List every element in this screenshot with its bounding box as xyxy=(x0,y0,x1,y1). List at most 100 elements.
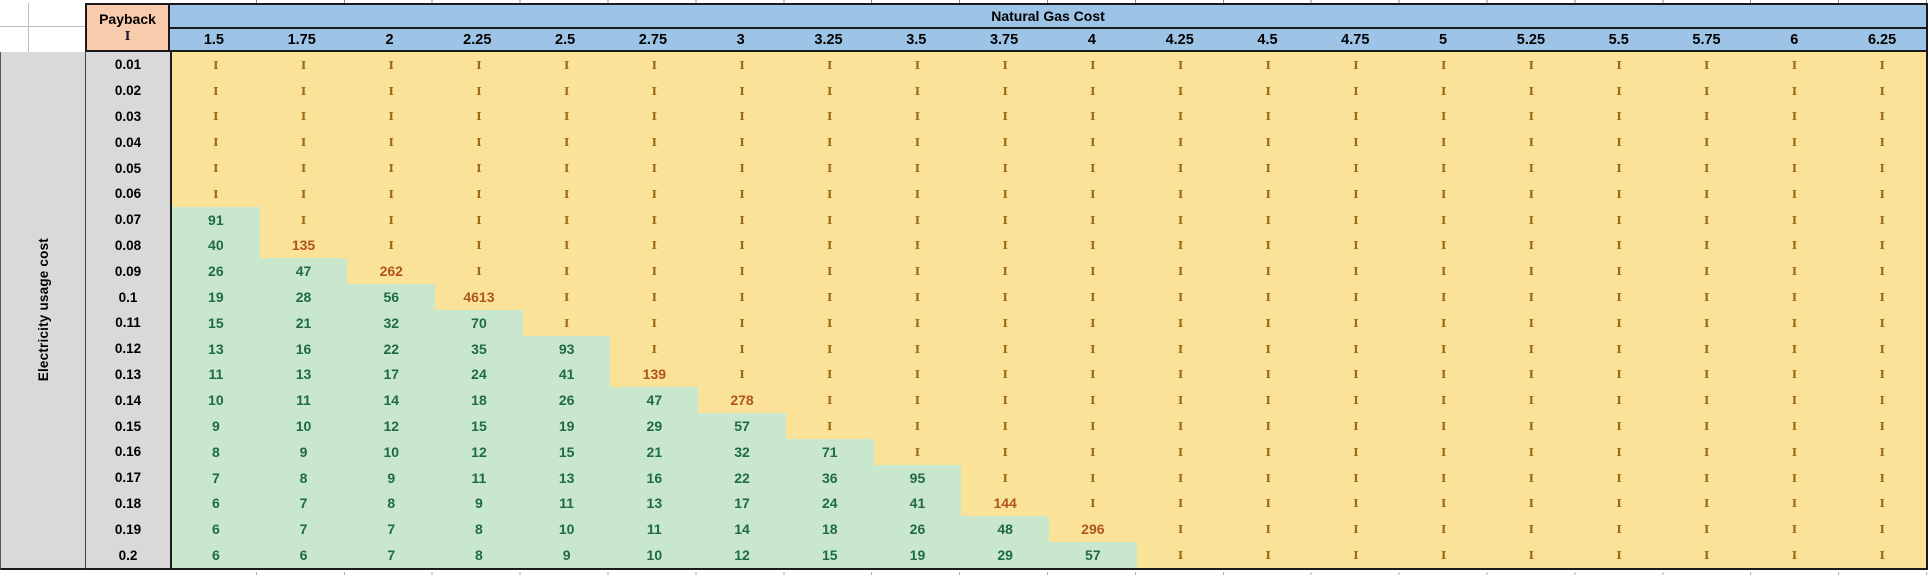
payback-cell-0.1-3[interactable]: I xyxy=(698,284,786,310)
payback-cell-0.06-4[interactable]: I xyxy=(1048,180,1137,207)
column-header-cell[interactable]: 5.75 xyxy=(1692,31,1721,48)
payback-cell-0.07-5.5[interactable]: I xyxy=(1575,206,1663,233)
row-label-cell[interactable]: 0.05 xyxy=(114,160,142,176)
payback-cell-0.09-2.75[interactable]: I xyxy=(610,258,699,285)
payback-cell-0.13-3.25[interactable]: I xyxy=(785,361,874,388)
row-label-cell[interactable]: 0.09 xyxy=(114,263,142,279)
payback-cell-0.1-2.75[interactable]: I xyxy=(610,284,699,310)
payback-cell-0.18-3.25[interactable]: 24 xyxy=(785,490,874,517)
row-label-cell[interactable]: 0.2 xyxy=(118,547,138,563)
payback-cell-0.06-4.75[interactable]: I xyxy=(1312,180,1400,207)
payback-cell-0.2-1.75[interactable]: 6 xyxy=(259,542,348,568)
payback-cell-0.03-3[interactable]: I xyxy=(698,103,786,130)
payback-cell-0.09-2.5[interactable]: I xyxy=(522,258,611,285)
payback-cell-0.09-4.25[interactable]: I xyxy=(1136,258,1225,285)
payback-cell-0.11-4.25[interactable]: I xyxy=(1136,309,1225,336)
payback-cell-0.19-4[interactable]: 296 xyxy=(1048,516,1137,543)
payback-cell-0.2-3.5[interactable]: 19 xyxy=(873,542,962,568)
payback-cell-0.12-5.75[interactable]: I xyxy=(1662,335,1751,362)
payback-cell-0.17-4.25[interactable]: I xyxy=(1136,464,1225,491)
payback-cell-0.01-3[interactable]: I xyxy=(698,52,786,78)
payback-cell-0.08-3.5[interactable]: I xyxy=(873,232,962,259)
payback-cell-0.04-5.5[interactable]: I xyxy=(1575,129,1663,156)
payback-cell-0.08-2.5[interactable]: I xyxy=(522,232,611,259)
payback-cell-0.04-2.5[interactable]: I xyxy=(522,129,611,156)
payback-cell-0.15-6[interactable]: I xyxy=(1750,413,1839,439)
payback-cell-0.03-5.75[interactable]: I xyxy=(1662,103,1751,130)
payback-cell-0.18-1.5[interactable]: 6 xyxy=(172,490,260,517)
payback-cell-0.05-4.75[interactable]: I xyxy=(1312,155,1400,181)
payback-cell-0.2-5[interactable]: I xyxy=(1399,542,1488,568)
payback-cell-0.04-6[interactable]: I xyxy=(1750,129,1839,156)
payback-cell-0.02-3[interactable]: I xyxy=(698,77,786,104)
payback-cell-0.16-4.75[interactable]: I xyxy=(1312,438,1400,465)
payback-cell-0.19-2.75[interactable]: 11 xyxy=(610,516,699,543)
payback-cell-0.08-2.25[interactable]: I xyxy=(435,232,523,259)
payback-cell-0.14-5.25[interactable]: I xyxy=(1487,387,1576,414)
payback-cell-0.1-6[interactable]: I xyxy=(1750,284,1839,310)
payback-cell-0.02-4.25[interactable]: I xyxy=(1136,77,1225,104)
payback-cell-0.13-2.5[interactable]: 41 xyxy=(522,361,611,388)
payback-cell-0.14-2.25[interactable]: 18 xyxy=(435,387,523,414)
payback-cell-0.12-5[interactable]: I xyxy=(1399,335,1488,362)
payback-cell-0.14-6[interactable]: I xyxy=(1750,387,1839,414)
payback-cell-0.01-5.75[interactable]: I xyxy=(1662,52,1751,78)
payback-cell-0.13-2.75[interactable]: 139 xyxy=(610,361,699,388)
payback-cell-0.04-1.75[interactable]: I xyxy=(259,129,348,156)
payback-cell-0.2-6.25[interactable]: I xyxy=(1838,542,1926,568)
payback-cell-0.16-1.75[interactable]: 9 xyxy=(259,438,348,465)
payback-cell-0.1-4.5[interactable]: I xyxy=(1224,284,1313,310)
payback-cell-0.16-4.5[interactable]: I xyxy=(1224,438,1313,465)
payback-cell-0.15-5.5[interactable]: I xyxy=(1575,413,1663,439)
payback-cell-0.12-2.25[interactable]: 35 xyxy=(435,335,523,362)
payback-cell-0.15-1.75[interactable]: 10 xyxy=(259,413,348,439)
payback-cell-0.06-1.5[interactable]: I xyxy=(172,180,260,207)
payback-cell-0.17-6[interactable]: I xyxy=(1750,464,1839,491)
payback-cell-0.13-2.25[interactable]: 24 xyxy=(435,361,523,388)
payback-cell-0.08-3.75[interactable]: I xyxy=(961,232,1049,259)
payback-cell-0.02-4.75[interactable]: I xyxy=(1312,77,1400,104)
payback-cell-0.03-2.5[interactable]: I xyxy=(522,103,611,130)
payback-cell-0.03-4.5[interactable]: I xyxy=(1224,103,1313,130)
payback-cell-0.1-1.75[interactable]: 28 xyxy=(259,284,348,310)
payback-cell-0.06-1.75[interactable]: I xyxy=(259,180,348,207)
payback-cell-0.18-5.5[interactable]: I xyxy=(1575,490,1663,517)
payback-cell-0.15-4.5[interactable]: I xyxy=(1224,413,1313,439)
column-header-cell[interactable]: 1.75 xyxy=(287,31,316,48)
payback-cell-0.08-6.25[interactable]: I xyxy=(1838,232,1926,259)
column-header-cell[interactable]: 2.75 xyxy=(638,31,668,48)
payback-cell-0.04-4.75[interactable]: I xyxy=(1312,129,1400,156)
payback-cell-0.12-5.25[interactable]: I xyxy=(1487,335,1576,362)
payback-cell-0.11-5.5[interactable]: I xyxy=(1575,309,1663,336)
payback-cell-0.15-4.75[interactable]: I xyxy=(1312,413,1400,439)
row-label-cell[interactable]: 0.01 xyxy=(114,57,142,73)
payback-cell-0.13-5[interactable]: I xyxy=(1399,361,1488,388)
payback-cell-0.12-4.5[interactable]: I xyxy=(1224,335,1313,362)
payback-cell-0.17-4[interactable]: I xyxy=(1048,464,1137,491)
payback-cell-0.19-5.25[interactable]: I xyxy=(1487,516,1576,543)
payback-cell-0.16-5.5[interactable]: I xyxy=(1575,438,1663,465)
payback-cell-0.13-6[interactable]: I xyxy=(1750,361,1839,388)
payback-cell-0.04-4.5[interactable]: I xyxy=(1224,129,1313,156)
payback-cell-0.19-3.25[interactable]: 18 xyxy=(785,516,874,543)
payback-cell-0.09-4[interactable]: I xyxy=(1048,258,1137,285)
payback-cell-0.13-4[interactable]: I xyxy=(1048,361,1137,388)
payback-cell-0.15-1.5[interactable]: 9 xyxy=(172,413,260,439)
payback-cell-0.07-3.75[interactable]: I xyxy=(961,206,1049,233)
payback-cell-0.17-2.75[interactable]: 16 xyxy=(610,464,699,491)
payback-cell-0.17-3.5[interactable]: 95 xyxy=(873,464,962,491)
column-header-cell[interactable]: 2.25 xyxy=(463,31,492,48)
payback-cell-0.05-4.5[interactable]: I xyxy=(1224,155,1313,181)
payback-cell-0.14-4.75[interactable]: I xyxy=(1312,387,1400,414)
payback-cell-0.17-4.5[interactable]: I xyxy=(1224,464,1313,491)
payback-cell-0.06-2.25[interactable]: I xyxy=(435,180,523,207)
payback-cell-0.17-1.75[interactable]: 8 xyxy=(259,464,348,491)
row-label-cell[interactable]: 0.08 xyxy=(114,237,142,253)
natural-gas-cost-header[interactable]: Natural Gas Cost xyxy=(170,3,1928,27)
payback-cell-0.07-2.75[interactable]: I xyxy=(610,206,699,233)
payback-cell-0.07-2[interactable]: I xyxy=(347,206,436,233)
payback-cell-0.05-4[interactable]: I xyxy=(1048,155,1137,181)
payback-cell-0.2-1.5[interactable]: 6 xyxy=(172,542,260,568)
payback-cell-0.01-4.5[interactable]: I xyxy=(1224,52,1313,78)
payback-cell-0.11-5[interactable]: I xyxy=(1399,309,1488,336)
